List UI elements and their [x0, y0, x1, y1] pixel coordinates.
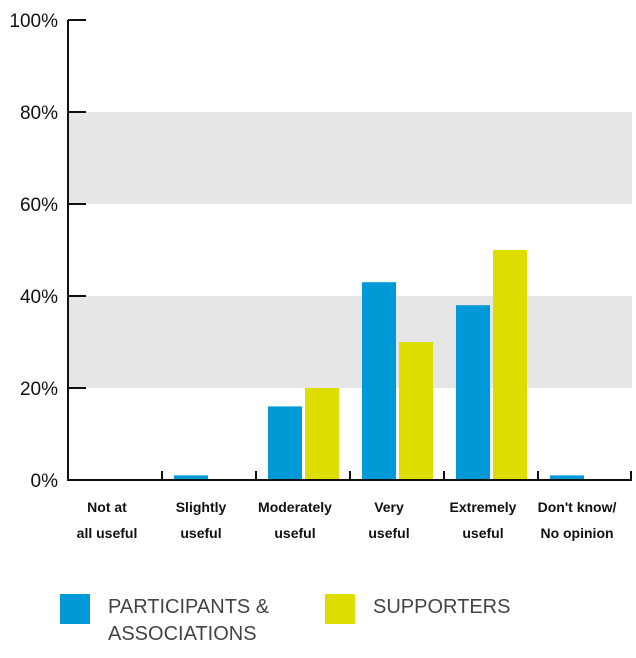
grid-bands — [68, 112, 632, 388]
legend-label-supporters: SUPPORTERS — [373, 596, 511, 618]
y-tick-label-2: 20% — [20, 379, 58, 400]
bar-participants-4 — [362, 282, 396, 480]
bar-participants-5 — [456, 305, 490, 480]
y-tick-labels: 0% 20% 40% 60% 80% 100% — [9, 11, 58, 492]
category-label-5: Extremely useful — [450, 499, 517, 541]
bar-supporters-5 — [493, 250, 527, 480]
bars — [174, 250, 584, 480]
grid-band-1 — [68, 296, 632, 388]
legend: PARTICIPANTS & ASSOCIATIONS SUPPORTERS — [0, 594, 636, 658]
legend-item-participants: PARTICIPANTS & ASSOCIATIONS — [60, 594, 269, 648]
category-label-line1: Not at — [87, 499, 127, 515]
legend-swatch-supporters — [325, 594, 355, 624]
category-label-line1: Very — [374, 499, 404, 515]
category-label-line2: useful — [462, 525, 503, 541]
y-tick-label-3: 40% — [20, 287, 58, 308]
category-label-line1: Slightly — [176, 499, 227, 515]
bar-supporters-3 — [305, 388, 339, 480]
category-label-line1: Moderately — [258, 499, 332, 515]
category-label-1: Not at all useful — [77, 499, 138, 541]
category-label-line2: useful — [274, 525, 315, 541]
category-label-line1: Don't know/ — [538, 499, 617, 515]
category-label-line2: useful — [180, 525, 221, 541]
category-label-line2: No opinion — [540, 525, 613, 541]
category-label-3: Moderately useful — [258, 499, 332, 541]
category-label-line2: all useful — [77, 525, 138, 541]
bar-supporters-4 — [399, 342, 433, 480]
y-tick-label-5: 80% — [20, 103, 58, 124]
grid-band-2 — [68, 112, 632, 204]
bar-participants-3 — [268, 406, 302, 480]
bar-chart: 0% 20% 40% 60% 80% 100% Not at all useful Sligh… — [9, 11, 632, 541]
legend-swatch-participants — [60, 594, 90, 624]
y-tick-label-6: 100% — [9, 11, 58, 32]
bar-participants-6 — [550, 475, 584, 480]
category-label-line2: useful — [368, 525, 409, 541]
bar-participants-2 — [174, 475, 208, 480]
y-tick-label-1: 0% — [31, 471, 59, 492]
category-label-2: Slightly useful — [176, 499, 227, 541]
category-label-4: Very useful — [368, 499, 409, 541]
legend-label-participants: PARTICIPANTS & ASSOCIATIONS — [108, 596, 270, 645]
category-label-6: Don't know/No opinion — [538, 499, 617, 541]
y-tick-label-4: 60% — [20, 195, 58, 216]
axes — [67, 19, 632, 481]
legend-item-supporters: SUPPORTERS — [325, 594, 510, 624]
category-label-line1: Extremely — [450, 499, 517, 515]
